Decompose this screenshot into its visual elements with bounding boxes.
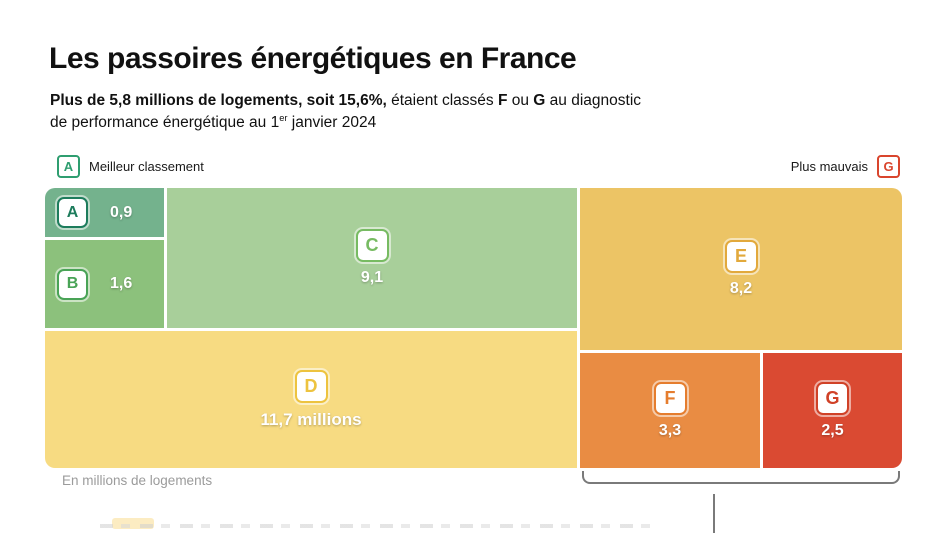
cell-a-value: 0,9: [110, 203, 133, 221]
truncated-caption-fragment: [112, 518, 154, 529]
cell-g-value: 2,5: [821, 421, 844, 439]
cell-d-value: 11,7 millions: [260, 409, 362, 429]
dpe-class-c-icon: C: [355, 229, 389, 262]
treemap-cell-g: G 2,5: [763, 353, 902, 468]
subtitle: Plus de 5,8 millions de logements, soit …: [50, 92, 642, 132]
cell-e-value: 8,2: [729, 280, 753, 297]
treemap-cell-d: D 11,7 millions: [45, 331, 577, 468]
fg-connector-line: [713, 494, 715, 533]
treemap-cell-f: F 3,3: [580, 353, 760, 468]
cell-f-value: 3,3: [658, 421, 682, 439]
cell-c-value: 9,1: [360, 269, 384, 286]
legend-best-badge-icon: A: [57, 155, 80, 178]
dpe-class-b-icon: B: [57, 268, 88, 300]
legend-worst-label: Plus mauvais: [790, 159, 868, 174]
dpe-class-f-icon: F: [653, 381, 687, 415]
legend-worst-badge-icon: G: [877, 155, 900, 178]
truncated-caption-letter-tops: [100, 524, 660, 528]
dpe-class-e-icon: E: [724, 240, 758, 273]
cell-b-value: 1,6: [110, 275, 133, 292]
legend-best: A Meilleur classement: [57, 155, 204, 178]
treemap-cell-a: A 0,9: [45, 188, 164, 237]
treemap-chart: A 0,9 B 1,6 C 9,1 D 11,7 millions E 8,2 …: [45, 188, 902, 468]
treemap-cell-b: B 1,6: [45, 240, 164, 328]
treemap-cell-c: C 9,1: [167, 188, 577, 328]
unit-label: En millions de logements: [62, 473, 213, 488]
dpe-class-g-icon: G: [816, 381, 849, 415]
dpe-class-a-icon: A: [57, 197, 88, 228]
treemap-cell-e: E 8,2: [580, 188, 902, 350]
legend-worst: Plus mauvais G: [791, 155, 900, 178]
legend-best-label: Meilleur classement: [89, 159, 204, 174]
dpe-class-d-icon: D: [294, 369, 328, 403]
fg-bracket: [582, 471, 900, 484]
page-title: Les passoires énergétiques en France: [49, 42, 577, 75]
